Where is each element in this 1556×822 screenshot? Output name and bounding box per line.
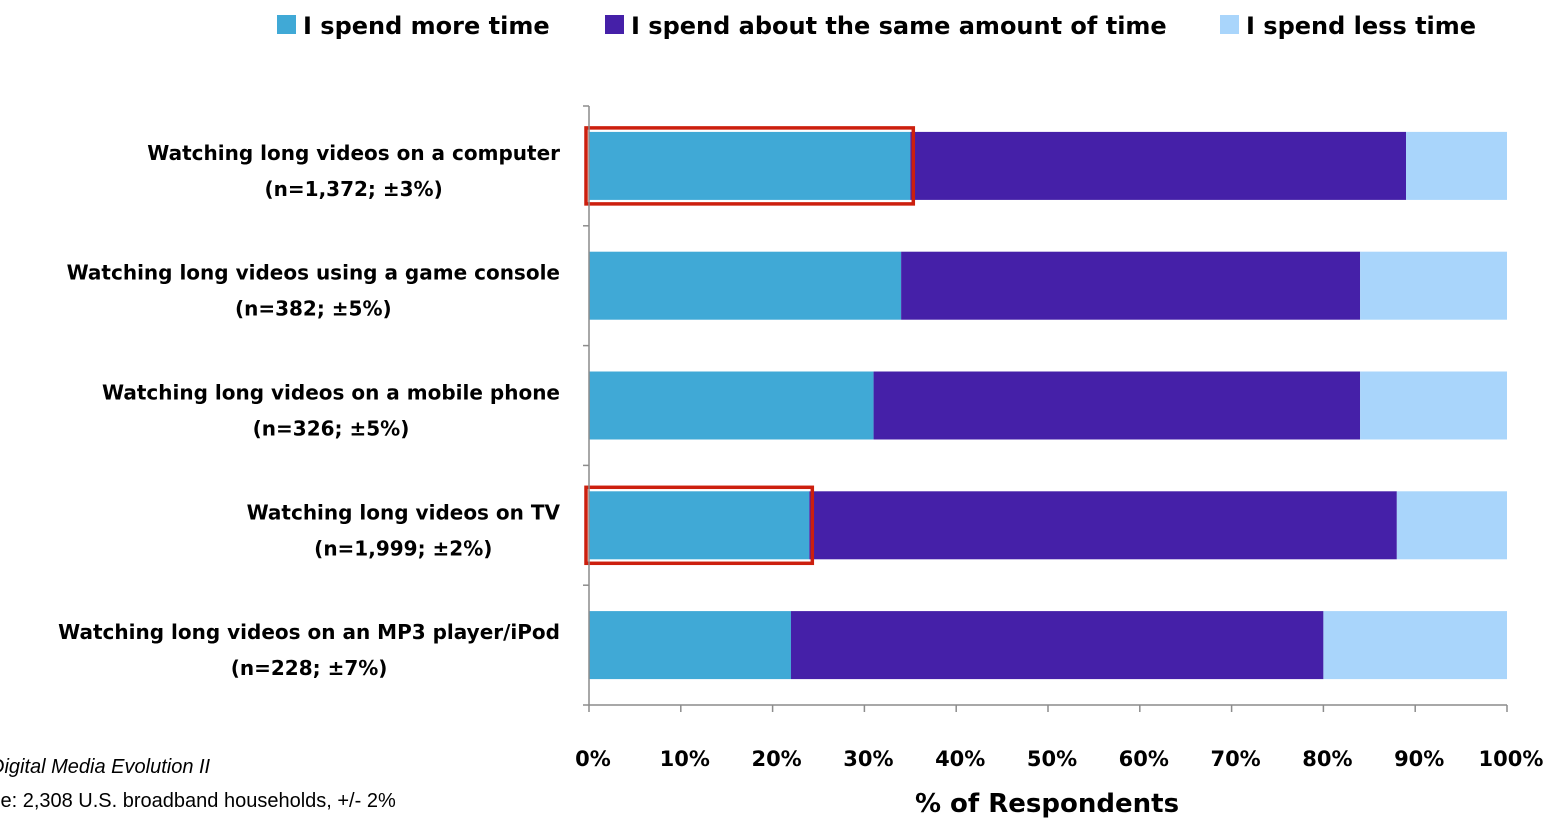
category-label: Watching long videos on a computer: [147, 141, 560, 165]
bar-segment-3-4: [1396, 491, 1507, 560]
x-tick-label: 20%: [751, 747, 801, 771]
highlight-box-4: [584, 485, 815, 566]
category-labels: Watching long videos on a computer (n=1,3…: [58, 141, 560, 680]
x-tick-labels: 0% 10% 20% 30% 40% 50% 60% 70% 80% 90% 100%: [575, 747, 1543, 771]
bar-segment-1-4: [589, 491, 810, 560]
x-tick-label: 30%: [843, 747, 893, 771]
bar-segment-2-1: [910, 131, 1407, 200]
source-base: Base: 2,308 U.S. broadband households, +…: [0, 790, 396, 812]
x-tick-label: 100%: [1479, 747, 1544, 771]
category-sample-label: (n=326; ±5%): [253, 417, 410, 441]
bar-segment-2-5: [790, 611, 1324, 680]
legend-swatch-3: [1220, 15, 1239, 34]
chart-legend: I spend more time I spend about the same …: [277, 12, 1476, 40]
category-sample-label: (n=228; ±7%): [231, 656, 388, 680]
bar-segment-1-3: [589, 371, 874, 440]
bar-segment-2-3: [873, 371, 1361, 440]
legend-label-3: I spend less time: [1246, 12, 1476, 40]
highlight-box-1: [584, 126, 916, 206]
x-tick-label: 40%: [935, 747, 985, 771]
bar-segment-1-5: [589, 611, 791, 680]
category-label: Watching long videos on TV: [247, 500, 561, 524]
bar-segment-3-5: [1323, 611, 1507, 680]
bar-segment-2-2: [901, 251, 1361, 320]
x-axis-title: % of Respondents: [915, 789, 1179, 819]
x-tick-label: 60%: [1119, 747, 1169, 771]
bar-group: [589, 131, 1507, 680]
category-label: Watching long videos on an MP3 player/iP…: [58, 620, 560, 644]
bar-segment-3-2: [1360, 251, 1507, 320]
bar-segment-2-4: [809, 491, 1397, 560]
highlight-boxes: [584, 126, 916, 566]
bar-segment-3-1: [1406, 131, 1507, 200]
x-tick-label: 10%: [660, 747, 710, 771]
bar-segment-1-1: [589, 131, 911, 200]
category-label: Watching long videos using a game consol…: [67, 261, 560, 285]
chart-axes: [583, 105, 1508, 712]
x-tick-label: 0%: [575, 747, 611, 771]
bar-segment-1-2: [589, 251, 902, 320]
category-sample-label: (n=1,999; ±2%): [314, 536, 492, 560]
x-tick-label: 50%: [1027, 747, 1077, 771]
legend-label-1: I spend more time: [303, 12, 550, 40]
legend-swatch-2: [605, 15, 624, 34]
legend-swatch-1: [277, 15, 296, 34]
x-tick-label: 70%: [1210, 747, 1260, 771]
x-tick-label: 80%: [1302, 747, 1352, 771]
source-title: Digital Media Evolution II: [0, 756, 211, 778]
category-sample-label: (n=382; ±5%): [235, 297, 392, 321]
category-label: Watching long videos on a mobile phone: [102, 381, 560, 405]
bar-segment-3-3: [1360, 371, 1507, 440]
x-tick-label: 90%: [1394, 747, 1444, 771]
category-sample-label: (n=1,372; ±3%): [265, 177, 443, 201]
legend-label-2: I spend about the same amount of time: [631, 12, 1167, 40]
